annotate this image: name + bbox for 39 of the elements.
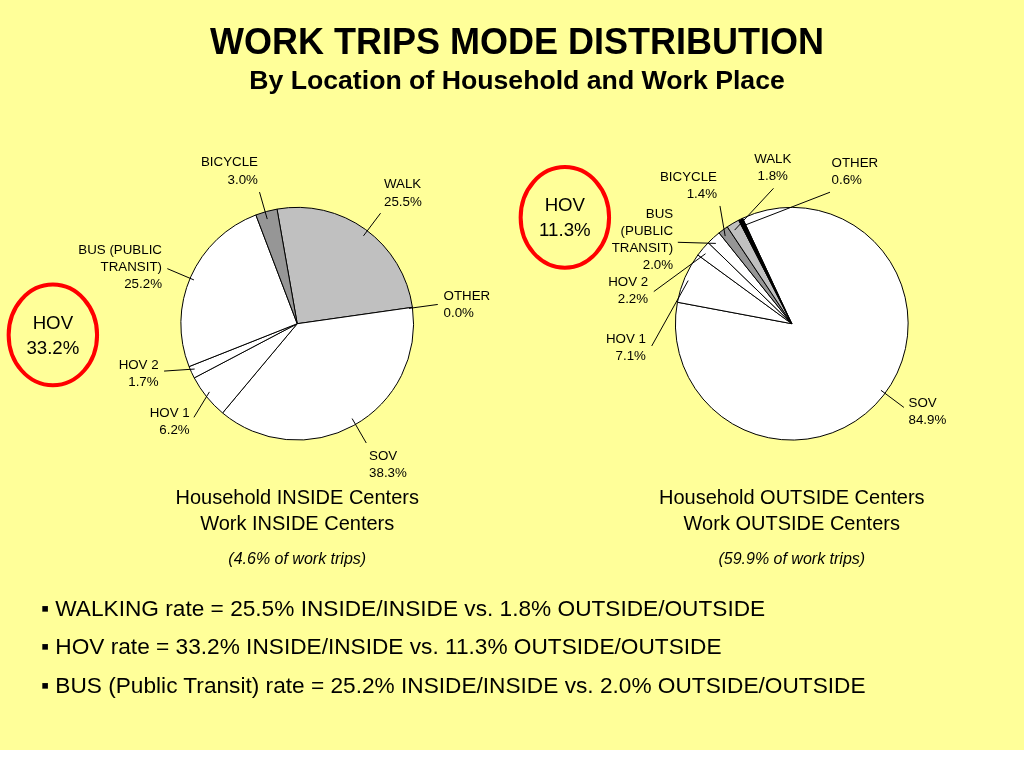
data-label: 2.2%: [617, 291, 649, 307]
data-label: 25.5%: [383, 193, 422, 209]
slice-label: SOV: [908, 394, 937, 410]
data-label: 38.3%: [369, 465, 408, 481]
text: HOV 33.2%: [26, 311, 80, 358]
text: Household OUTSIDE Centers Work OUTSIDE Centers: [658, 485, 925, 535]
text: WORK TRIPS MODE DISTRIBUTION: [210, 20, 824, 64]
text: By Location of Household and Work Place: [248, 64, 786, 97]
text: ▪ BUS (Public Transit) rate = 25.2% INSIDE/INSIDE vs. 2.0% OUTSIDE/OUTSIDE: [41, 670, 866, 700]
text: ▪ HOV rate = 33.2% INSIDE/INSIDE vs. 11.3% OUTSIDE/OUTSIDE: [41, 632, 723, 662]
text: HOV 11.3%: [539, 194, 591, 241]
data-label: 1.7%: [128, 374, 159, 390]
data-label: 1.4%: [686, 186, 718, 202]
slice-label: WALK: [383, 176, 422, 192]
data-label: 25.2%: [124, 276, 163, 292]
text: Household INSIDE Centers Work INSIDE Centers: [175, 485, 419, 535]
slice-label: BUS (PUBLIC TRANSIT): [78, 241, 163, 274]
slice-label: BICYCLE: [200, 154, 259, 170]
text: 0.0%: [443, 304, 474, 320]
text: (4.6% of work trips): [228, 549, 367, 567]
data-label: 1.8%: [757, 167, 789, 183]
data-label: 2.0%: [642, 257, 674, 273]
data-label: 6.2%: [159, 422, 190, 438]
slice-label: BUS (PUBLIC TRANSIT): [611, 205, 674, 256]
data-label: 7.1%: [615, 348, 647, 364]
slice-label: SOV: [369, 447, 398, 463]
data-label: 84.9%: [908, 411, 947, 427]
slice-label: HOV 2: [608, 274, 649, 290]
slice-label: HOV 2: [118, 356, 159, 372]
text: ▪ WALKING rate = 25.5% INSIDE/INSIDE vs. 1.8% OUTSIDE/OUTSIDE: [41, 594, 767, 623]
data-label: 0.6%: [831, 171, 863, 187]
slice-label: HOV 1: [605, 330, 646, 346]
slice-label: HOV 1: [149, 405, 190, 421]
category-label: OTHER: [443, 287, 491, 303]
data-label: 3.0%: [227, 171, 259, 187]
slice-label: BICYCLE: [659, 168, 718, 184]
text: (59.9% of work trips): [718, 549, 866, 567]
slice-label: OTHER: [831, 154, 879, 170]
slice-label: WALK: [754, 150, 792, 166]
